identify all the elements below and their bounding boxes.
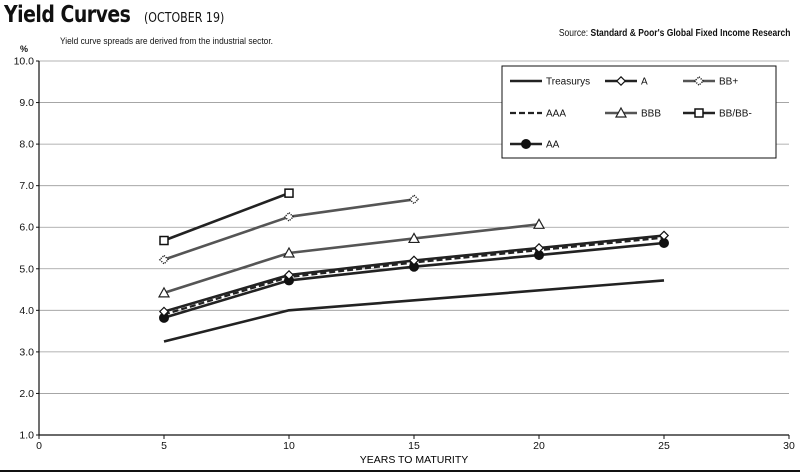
data-point — [157, 286, 171, 298]
legend-label: BBB — [641, 109, 661, 120]
y-tick-label: 7.0 — [19, 180, 34, 192]
y-tick-label: 9.0 — [19, 97, 34, 109]
legend-marker — [615, 75, 627, 87]
data-point — [658, 230, 670, 241]
y-tick-label: 3.0 — [19, 346, 34, 358]
x-axis-title: YEARS TO MATURITY — [360, 454, 469, 466]
series-bb-bb- — [159, 188, 294, 246]
data-point — [282, 246, 296, 258]
y-tick-label: 10.0 — [14, 56, 35, 68]
series-bb- — [158, 194, 420, 265]
legend-label: Treasurys — [546, 77, 590, 88]
x-tick-label: 25 — [658, 440, 670, 452]
data-point — [159, 235, 169, 246]
y-tick-label: 1.0 — [19, 430, 34, 442]
data-point — [408, 255, 420, 266]
axes: 1.0 2.0 3.0 4.0 5.0 6.0 7.0 8.0 9.0 10.0 0 5 10 15 20 2… — [14, 56, 795, 453]
y-tick-label: 8.0 — [19, 139, 34, 151]
legend-marker — [521, 139, 531, 149]
legend-marker — [694, 108, 704, 118]
chart-title: Yield Curves (OCTOBER 19) — [4, 2, 224, 28]
series-lines — [157, 188, 670, 343]
legend-box — [501, 65, 777, 159]
legend-item: BB/BB- — [683, 108, 752, 120]
data-point — [158, 306, 170, 317]
source-prefix: Source: — [558, 28, 588, 39]
series-line — [163, 279, 665, 343]
y-tick-label: 6.0 — [19, 222, 34, 234]
legend-item: AAA — [510, 109, 566, 120]
data-point — [407, 232, 421, 244]
x-tick-label: 15 — [408, 440, 420, 452]
y-tick-label: 2.0 — [19, 388, 34, 400]
series-a — [158, 230, 670, 317]
legend-item: BBB — [605, 106, 661, 120]
data-point — [158, 254, 170, 265]
legend-item: A — [605, 75, 648, 88]
y-tick-label: 5.0 — [19, 263, 34, 275]
legend-marker — [614, 106, 628, 118]
legend-label: AA — [546, 140, 560, 151]
chart-title-main: Yield Curves — [4, 2, 131, 28]
y-axis-unit: % — [20, 44, 29, 54]
legend: Treasurys A BB+ AAA BBB BB/BB- AA — [501, 65, 777, 159]
data-point — [283, 269, 295, 281]
source-name: Standard & Poor's Global Fixed Income Re… — [590, 28, 790, 39]
x-tick-label: 5 — [161, 440, 167, 452]
data-point — [408, 194, 420, 205]
legend-label: A — [641, 77, 648, 88]
legend-item: BB+ — [683, 75, 738, 88]
legend-label: BB+ — [719, 77, 738, 88]
series-bbb — [157, 218, 546, 298]
legend-marker — [693, 75, 705, 87]
legend-item: Treasurys — [510, 77, 590, 88]
x-tick-label: 20 — [533, 440, 545, 452]
x-tick-label: 30 — [783, 440, 795, 452]
legend-item: AA — [510, 139, 560, 151]
series-treasurys — [163, 279, 665, 343]
series-line — [163, 241, 665, 320]
chart-source: Source: Standard & Poor's Global Fixed I… — [558, 28, 790, 39]
x-tick-label: 10 — [283, 440, 295, 452]
x-tick-label: 0 — [36, 440, 42, 452]
legend-label: BB/BB- — [719, 109, 752, 120]
legend-label: AAA — [546, 109, 566, 120]
data-point — [283, 211, 295, 223]
series-line — [163, 191, 290, 242]
series-aa — [159, 238, 669, 323]
data-point — [284, 188, 294, 198]
series-line — [163, 223, 540, 295]
chart-subtitle: Yield curve spreads are derived from the… — [60, 36, 273, 47]
data-point — [533, 242, 545, 254]
y-tick-label: 4.0 — [19, 305, 34, 317]
chart-title-date: (OCTOBER 19) — [144, 11, 225, 26]
data-point — [532, 218, 546, 229]
